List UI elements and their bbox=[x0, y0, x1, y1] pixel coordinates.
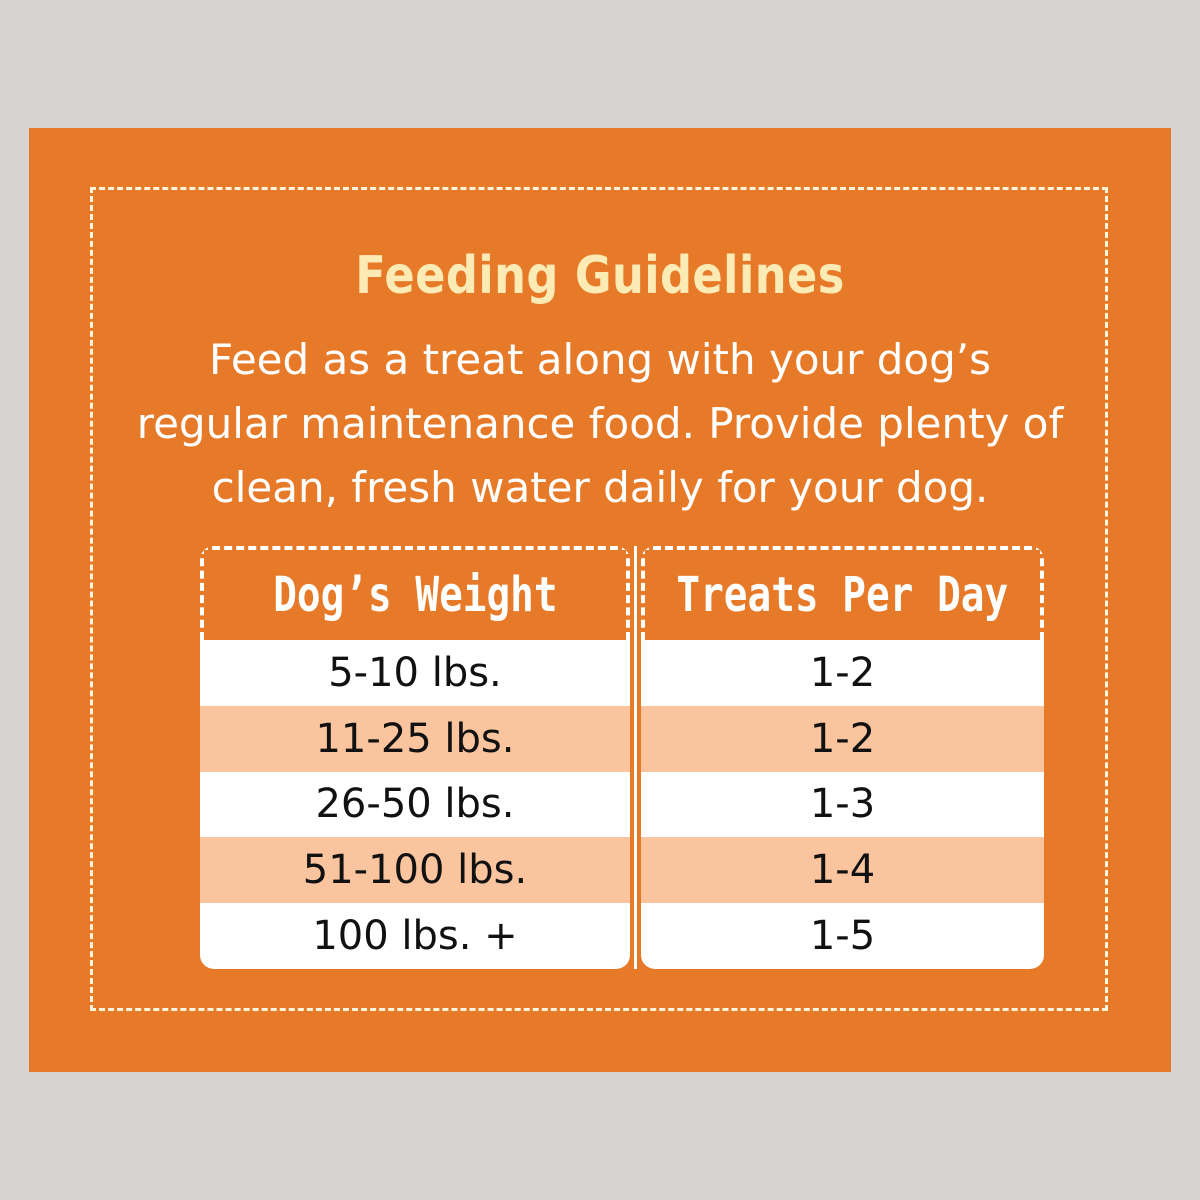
table-row: 51-100 lbs. bbox=[200, 837, 630, 904]
intro-text: Feed as a treat along with your dog’s re… bbox=[136, 335, 1064, 512]
dashed-border bbox=[90, 187, 1108, 1011]
table-row: 1-4 bbox=[641, 837, 1044, 904]
table-row: 100 lbs. + bbox=[200, 903, 630, 969]
table-row: 26-50 lbs. bbox=[200, 771, 630, 838]
column-divider bbox=[630, 546, 641, 969]
treats-column: Treats Per Day 1-2 1-2 1-3 1-4 1-5 bbox=[641, 546, 1044, 969]
table-row: 1-2 bbox=[641, 705, 1044, 772]
table-row: 1-2 bbox=[641, 640, 1044, 706]
table-row: 1-3 bbox=[641, 771, 1044, 838]
feeding-table: Dog’s Weight 5-10 lbs. 11-25 lbs. 26-50 … bbox=[200, 546, 1044, 969]
page-title: Feeding Guidelines bbox=[355, 246, 845, 306]
table-row: 11-25 lbs. bbox=[200, 705, 630, 772]
table-row: 5-10 lbs. bbox=[200, 640, 630, 706]
header-dogs-weight: Dog’s Weight bbox=[200, 546, 630, 640]
weight-column: Dog’s Weight 5-10 lbs. 11-25 lbs. 26-50 … bbox=[200, 546, 630, 969]
table-row: 1-5 bbox=[641, 903, 1044, 969]
feeding-panel: Feeding Guidelines Feed as a treat along… bbox=[29, 128, 1171, 1072]
header-treats-per-day: Treats Per Day bbox=[641, 546, 1044, 640]
